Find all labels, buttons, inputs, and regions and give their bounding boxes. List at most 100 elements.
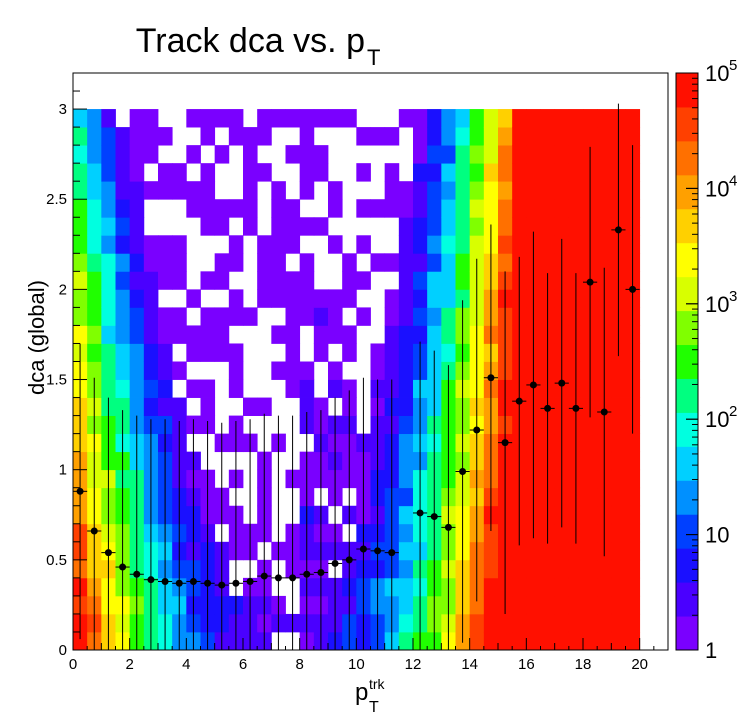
heatmap-cell [328,181,343,200]
heatmap-cell [115,325,131,344]
color-scale-label-exponent: 5 [729,57,737,74]
heatmap-cell [384,289,400,308]
heatmap-cell [583,631,598,651]
heatmap-cell [512,109,527,128]
heatmap-cell [328,289,343,308]
heatmap-cell [370,253,386,272]
heatmap-cell [101,235,116,254]
heatmap-cell [87,217,102,236]
heatmap-cell [200,307,216,326]
heatmap-cell [101,379,116,398]
color-scale-label: 10 [705,523,729,548]
heatmap-cell [129,181,145,200]
profile-point [274,574,282,582]
heatmap-cell [115,235,131,254]
heatmap-cell [271,253,286,272]
heatmap-cell [214,343,230,362]
heatmap-cell [115,145,131,164]
heatmap-cell [469,127,485,146]
heatmap-cell [526,577,541,597]
heatmap-cell [143,343,159,362]
heatmap-cell [158,235,173,254]
heatmap-cell [583,415,598,435]
heatmap-cell [356,163,371,182]
heatmap-cell [73,109,88,128]
heatmap-cell [87,307,102,326]
heatmap-cell [597,235,612,254]
heatmap-cell [384,199,400,218]
color-scale-band [676,140,698,176]
profile-point [246,577,254,585]
heatmap-cell [526,595,541,615]
heatmap-cell [568,577,584,597]
heatmap-cell [512,127,527,146]
heatmap-cell [512,163,527,182]
heatmap-cell [398,235,414,254]
heatmap-cell [413,307,428,326]
heatmap-cell [285,325,301,344]
heatmap-cell [87,199,102,218]
heatmap-cell [540,595,556,615]
heatmap-cell [271,361,286,380]
heatmap-cell [172,397,187,416]
heatmap-cell [526,217,541,236]
heatmap-cell [526,145,541,164]
heatmap-cell [271,181,286,200]
heatmap-cell [597,109,612,128]
heatmap-cell [257,109,272,128]
heatmap-cell [413,199,428,218]
heatmap-cell [455,217,471,236]
heatmap-cell [625,541,641,561]
heatmap-cell [186,199,201,218]
heatmap-cell [101,325,116,344]
heatmap-cell [483,181,499,200]
heatmap-cell [498,613,513,633]
heatmap-cell [554,217,570,236]
heatmap-cell [87,235,102,254]
heatmap-cell [512,559,527,579]
heatmap-cell [625,127,641,146]
profile-point [629,285,637,293]
heatmap-cell [398,325,414,344]
heatmap-cell [498,235,513,254]
heatmap-cell [243,145,258,164]
heatmap-cell [398,181,414,200]
heatmap-cell [257,163,272,182]
heatmap-cell [342,289,357,308]
heatmap-cell [625,469,641,489]
heatmap-cell [73,271,88,290]
profile-point [515,397,523,405]
heatmap-cell [469,235,485,254]
color-scale-label: 10 [705,292,729,317]
heatmap-cell [583,595,598,615]
profile-point [147,576,155,584]
heatmap-cell [398,253,414,272]
heatmap-cell [597,145,612,164]
heatmap-cell [568,109,584,128]
heatmap-cell [87,181,102,200]
heatmap-cell [611,469,626,489]
heatmap-cell [214,307,230,326]
heatmap-cell [413,253,428,272]
heatmap-cell [143,289,159,308]
heatmap-cell [73,325,88,344]
heatmap-cell [384,325,400,344]
heatmap-cell [540,181,556,200]
heatmap-cell [129,163,145,182]
profile-point [501,439,509,447]
heatmap-cell [398,559,414,579]
profile-point [175,579,183,587]
heatmap-cell [441,109,456,128]
heatmap-cell [583,127,598,146]
heatmap-cell [512,613,527,633]
heatmap-cell [186,109,201,128]
heatmap-cell [455,145,471,164]
heatmap-cell [172,163,187,182]
heatmap-cell [427,253,442,272]
heatmap-cell [299,253,315,272]
heatmap-cell [512,181,527,200]
heatmap-cell [285,109,301,128]
heatmap-cell [398,523,414,543]
profile-point [459,467,467,475]
